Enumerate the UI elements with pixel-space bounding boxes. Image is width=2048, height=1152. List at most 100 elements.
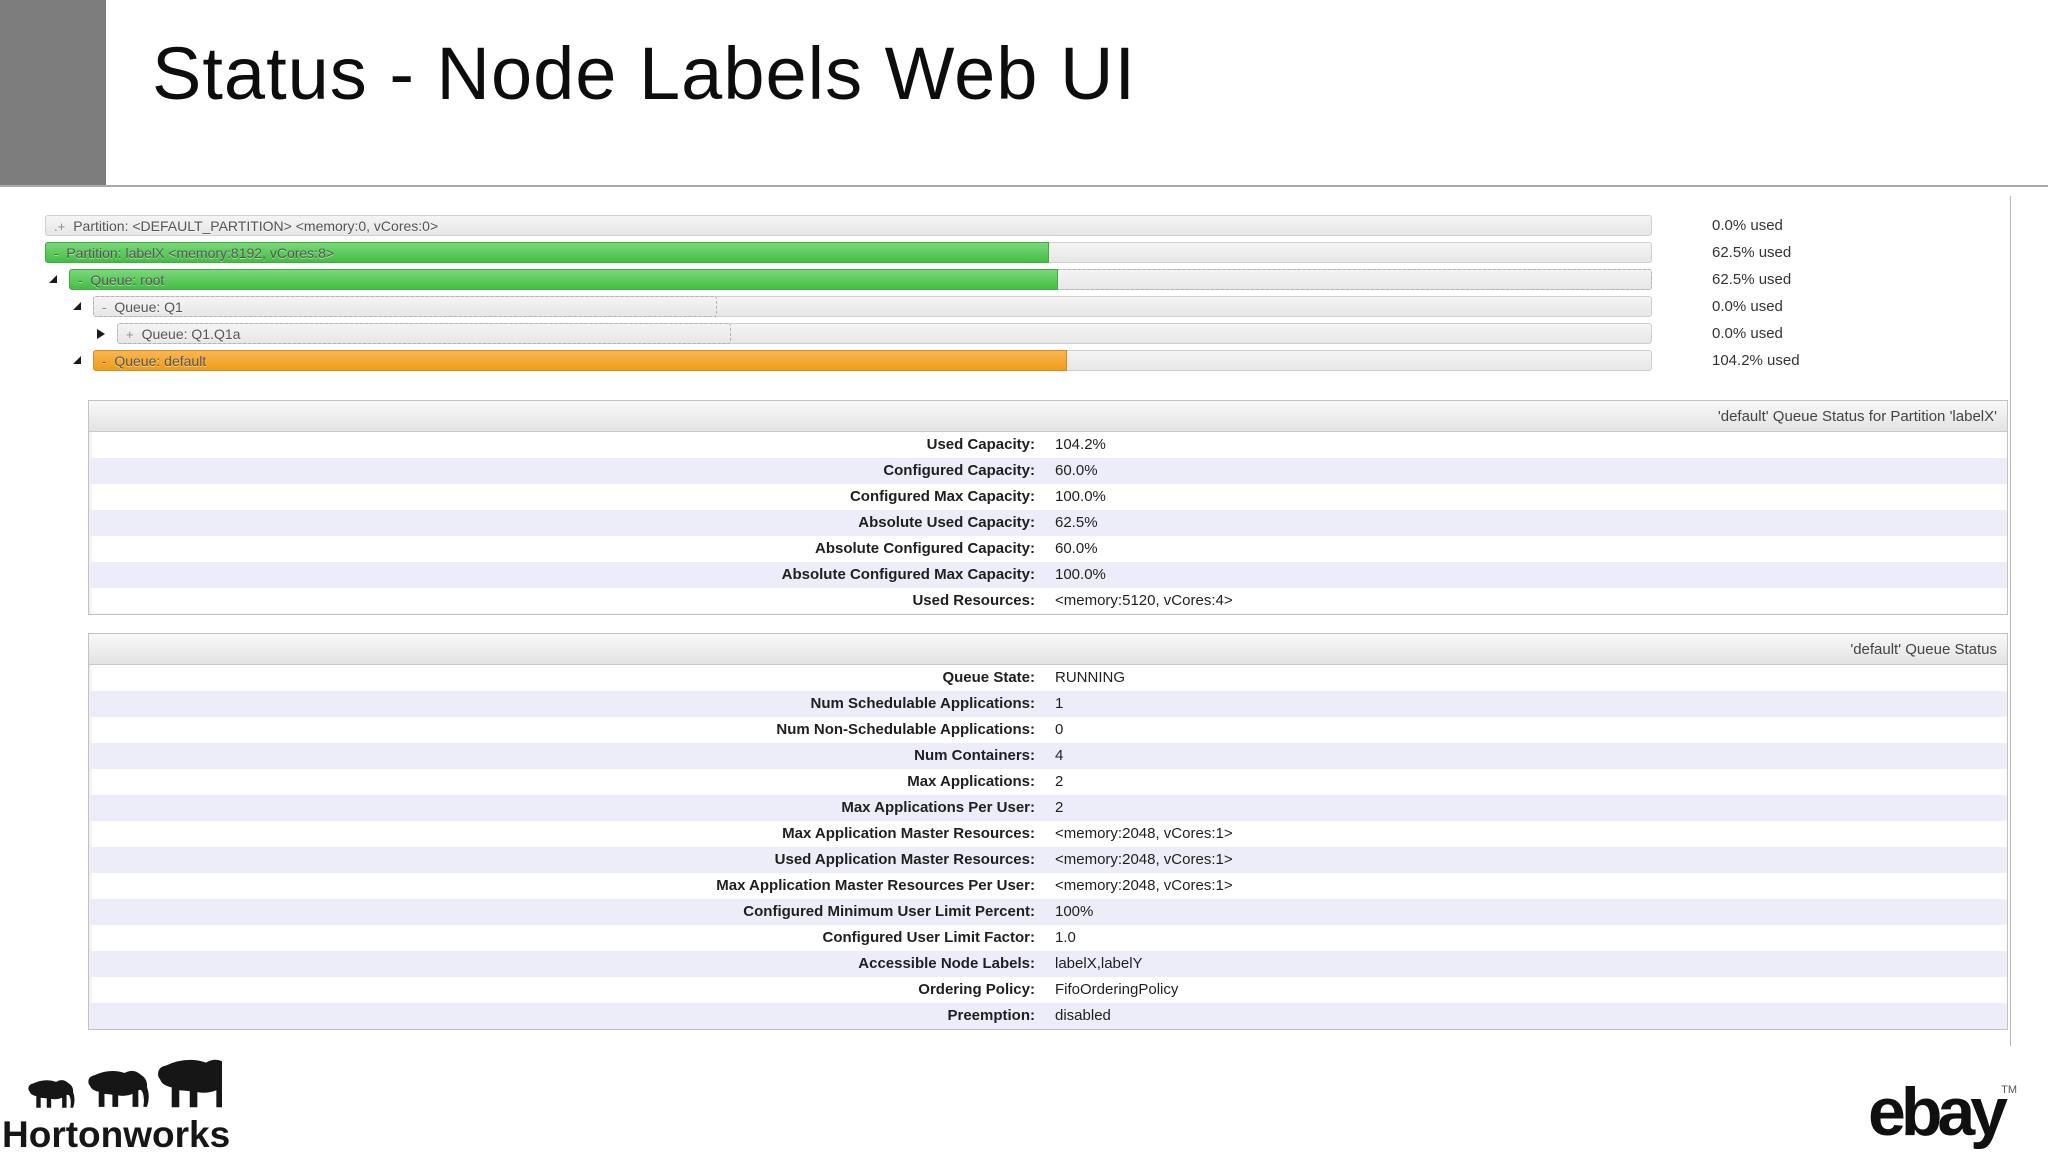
tree-row-label: - Queue: Q1 [102,299,183,315]
tree-row-label: + Queue: Q1.Q1a [126,326,241,342]
row-value: 0 [1055,721,1064,738]
title-divider [0,185,2048,187]
used-capacity-fill [45,242,1050,263]
row-label: Configured Minimum User Limit Percent: [743,903,1035,920]
hortonworks-logo: Hortonworks [0,1052,250,1152]
row-label: Used Capacity: [926,436,1035,453]
used-percentage-label: 0.0% used [1712,325,1783,342]
minus-icon[interactable]: - [102,354,107,369]
expand-arrow-icon[interactable] [97,329,105,339]
table-row: Max Application Master Resources: <memory… [89,821,2007,847]
plus-icon[interactable]: + [126,327,134,342]
queue-status-table: 'default' Queue Status Queue State: RUNNI… [88,633,2008,1030]
table-row: Configured Capacity: 60.0% [89,458,2007,484]
webui-right-border [2010,196,2011,1046]
row-value: <memory:2048, vCores:1> [1055,877,1233,894]
table-row: Absolute Configured Max Capacity: 100.0% [89,562,2007,588]
row-value: 1 [1055,695,1064,712]
capacity-bar-queue-root[interactable]: - Queue: root [69,269,1652,290]
table-row: Absolute Configured Capacity: 60.0% [89,536,2007,562]
row-label: Max Applications Per User: [841,799,1035,816]
row-value: 2 [1055,799,1064,816]
hortonworks-elephants-icon [28,1059,222,1108]
row-value: <memory:2048, vCores:1> [1055,851,1233,868]
tree-row-queue-default: - Queue: default 104.2% used [0,350,2048,371]
row-value: 60.0% [1055,540,1098,557]
collapse-arrow-icon[interactable] [73,356,81,364]
row-value: 1.0 [1055,929,1076,946]
partition-status-table: 'default' Queue Status for Partition 'la… [88,400,2008,615]
row-label: Used Resources: [912,592,1035,609]
used-capacity-fill [93,350,1068,371]
table-row: Max Application Master Resources Per Use… [89,873,2007,899]
capacity-bar-queue-q1[interactable]: - Queue: Q1 [93,296,1652,317]
table-row: Absolute Used Capacity: 62.5% [89,510,2007,536]
row-label: Configured Capacity: [883,462,1035,479]
row-value: disabled [1055,1007,1111,1024]
table-row: Num Non-Schedulable Applications: 0 [89,717,2007,743]
row-value: <memory:5120, vCores:4> [1055,592,1233,609]
used-capacity-fill [69,269,1059,290]
minus-icon[interactable]: - [102,300,107,315]
row-value: 4 [1055,747,1064,764]
used-percentage-label: 62.5% used [1712,271,1792,288]
tree-row-partition-labelx: - Partition: labelX <memory:8192, vCores:… [0,242,2048,263]
minus-icon[interactable]: - [78,273,83,288]
used-percentage-label: 0.0% used [1712,298,1783,315]
tree-row-queue-root: - Queue: root 62.5% used [0,269,2048,290]
ebay-wordmark: ebay [1868,1074,2008,1150]
capacity-bar-queue-default[interactable]: - Queue: default [93,350,1652,371]
capacity-bar-queue-q1-q1a[interactable]: + Queue: Q1.Q1a [117,323,1652,344]
row-label: Num Schedulable Applications: [810,695,1035,712]
tree-row-label: - Queue: root [78,272,165,288]
row-label: Queue State: [942,669,1035,686]
table-row: Accessible Node Labels: labelX,labelY [89,951,2007,977]
row-label: Num Non-Schedulable Applications: [776,721,1035,738]
row-value: 100.0% [1055,488,1106,505]
table-row: Used Application Master Resources: <memor… [89,847,2007,873]
row-value: 62.5% [1055,514,1098,531]
used-percentage-label: 0.0% used [1712,217,1783,234]
row-value: 100% [1055,903,1094,920]
table-row: Configured User Limit Factor: 1.0 [89,925,2007,951]
row-value: 104.2% [1055,436,1106,453]
row-label: Ordering Policy: [918,981,1035,998]
tree-row-label: .+ Partition: <DEFAULT_PARTITION> <memory… [54,218,439,234]
table-row: Ordering Policy: FifoOrderingPolicy [89,977,2007,1003]
configured-capacity-outline [93,296,717,317]
capacity-bar-partition-default[interactable]: .+ Partition: <DEFAULT_PARTITION> <memory… [45,215,1652,236]
table-row: Preemption: disabled [89,1003,2007,1029]
collapse-arrow-icon[interactable] [49,275,57,283]
row-label: Absolute Used Capacity: [858,514,1035,531]
tree-row-partition-default: .+ Partition: <DEFAULT_PARTITION> <memory… [0,215,2048,236]
row-label: Preemption: [947,1007,1035,1024]
plus-icon[interactable]: .+ [54,219,66,234]
row-label: Max Application Master Resources: [782,825,1035,842]
hortonworks-wordmark: Hortonworks [2,1114,231,1152]
row-label: Max Application Master Resources Per Use… [716,877,1035,894]
row-label: Accessible Node Labels: [858,955,1035,972]
row-value: 2 [1055,773,1064,790]
row-value: FifoOrderingPolicy [1055,981,1179,998]
ebay-logo: ebay TM [1868,1078,2017,1146]
configured-capacity-outline [117,323,731,344]
queue-status-table-header: 'default' Queue Status [89,634,2007,665]
minus-icon[interactable]: - [54,246,59,261]
capacity-bar-partition-labelx[interactable]: - Partition: labelX <memory:8192, vCores:… [45,242,1652,263]
table-row: Num Containers: 4 [89,743,2007,769]
used-percentage-label: 104.2% used [1712,352,1800,369]
table-row: Queue State: RUNNING [89,665,2007,691]
row-label: Configured Max Capacity: [849,488,1035,505]
slide-corner-decoration [0,0,106,187]
row-label: Num Containers: [914,747,1035,764]
row-label: Configured User Limit Factor: [822,929,1035,946]
row-value: <memory:2048, vCores:1> [1055,825,1233,842]
table-row: Used Resources: <memory:5120, vCores:4> [89,588,2007,614]
collapse-arrow-icon[interactable] [73,302,81,310]
partition-status-table-header: 'default' Queue Status for Partition 'la… [89,401,2007,432]
tree-row-queue-q1-q1a: + Queue: Q1.Q1a 0.0% used [0,323,2048,344]
tree-row-queue-q1: - Queue: Q1 0.0% used [0,296,2048,317]
used-percentage-label: 62.5% used [1712,244,1792,261]
table-row: Max Applications: 2 [89,769,2007,795]
